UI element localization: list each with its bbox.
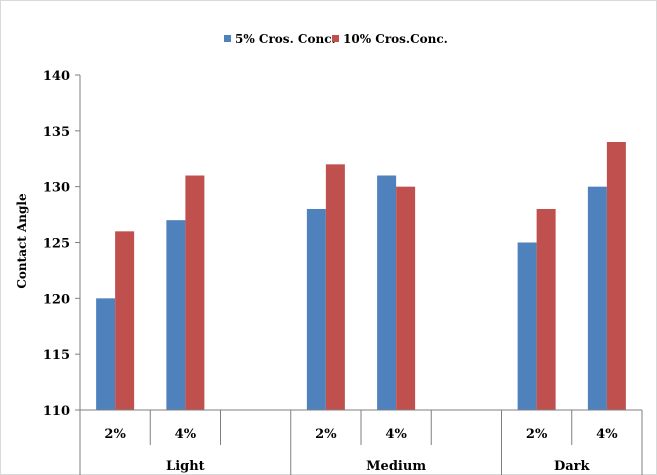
bar xyxy=(587,186,607,410)
x-tick-label: 4% xyxy=(175,427,197,442)
x-tick-label: 2% xyxy=(104,427,126,442)
legend-swatch xyxy=(332,35,339,42)
bar xyxy=(396,186,416,410)
bar xyxy=(115,231,135,410)
bar xyxy=(306,209,326,410)
x-tick-label: 2% xyxy=(315,427,337,442)
bar xyxy=(325,164,345,410)
y-tick-label: 120 xyxy=(43,292,70,307)
y-tick-label: 110 xyxy=(43,404,70,419)
x-group-label: Medium xyxy=(366,459,426,474)
legend-label: 10% Cros.Conc. xyxy=(343,32,448,46)
bar xyxy=(96,298,116,410)
legend: 5% Cros. Conc. 10% Cros.Conc. xyxy=(224,32,448,46)
bar xyxy=(536,209,556,410)
y-tick-label: 115 xyxy=(43,348,70,363)
x-axis: 2% 4% 2% 4% 2% 4% Light Medium Dark xyxy=(79,409,643,475)
bar xyxy=(606,142,626,410)
x-tick-label: 4% xyxy=(385,427,407,442)
y-tick-label: 140 xyxy=(43,69,70,84)
bar xyxy=(166,220,186,410)
x-group-label: Light xyxy=(166,459,205,474)
y-tick-label: 135 xyxy=(43,125,70,140)
legend-label: 5% Cros. Conc. xyxy=(235,32,336,46)
y-tick-label: 130 xyxy=(43,181,70,196)
y-axis-ticks: 110 115 120 125 130 135 140 xyxy=(43,69,81,419)
y-axis-label: Contact Angle xyxy=(15,193,29,289)
y-tick-label: 125 xyxy=(43,237,70,252)
bars xyxy=(96,142,626,410)
x-tick-label: 4% xyxy=(596,427,618,442)
bar xyxy=(377,175,397,410)
x-group-label: Dark xyxy=(554,459,591,474)
bar xyxy=(517,242,537,410)
legend-swatch xyxy=(224,35,231,42)
bar xyxy=(185,175,205,410)
x-tick-label: 2% xyxy=(526,427,548,442)
